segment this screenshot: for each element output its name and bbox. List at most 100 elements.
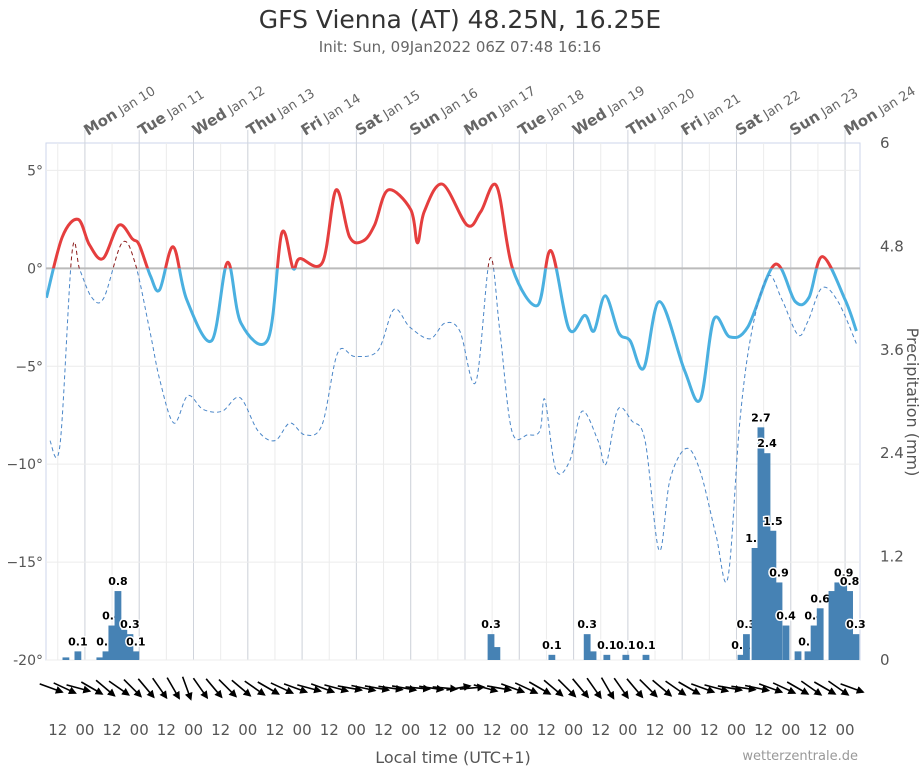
precip-label: 0.8	[840, 575, 860, 588]
x-axis-label: Local time (UTC+1)	[375, 748, 531, 767]
precip-bar	[487, 634, 495, 660]
precip-label: 1.5	[763, 515, 783, 528]
wind-arrow	[123, 678, 143, 698]
wind-arrow	[192, 677, 209, 700]
precip-bar	[583, 634, 591, 660]
y2-tick-label: 0	[880, 651, 890, 669]
x-tick-label: 12	[320, 721, 339, 739]
x-tick-label: 12	[428, 721, 447, 739]
wind-arrow	[678, 681, 701, 695]
precip-label: 0.8	[108, 575, 128, 588]
wind-arrow	[543, 679, 564, 697]
precip-bar	[769, 530, 777, 660]
x-tick-label: 12	[157, 721, 176, 739]
precip-bar	[74, 651, 82, 660]
wind-arrow	[95, 679, 116, 697]
precip-bar	[126, 634, 134, 660]
wind-arrow	[283, 683, 309, 694]
wind-arrow	[500, 683, 526, 694]
precip-bar	[114, 591, 122, 660]
y2-tick-label: 3.6	[880, 341, 904, 359]
wind-arrow	[53, 682, 77, 694]
wind-arrow	[270, 682, 295, 694]
y2-axis-label: Precipitation (mm)	[903, 328, 921, 477]
weekday: Tue	[515, 109, 550, 140]
x-tick-label: 00	[347, 721, 366, 739]
precip-label: 0.9	[834, 566, 854, 579]
wind-arrow	[731, 684, 757, 693]
x-tick-label: 00	[130, 721, 149, 739]
wind-arrow	[181, 676, 193, 701]
temperature-line	[46, 268, 858, 403]
y-tick-label: −10°	[6, 457, 43, 473]
x-tick-label: 12	[48, 721, 67, 739]
wind-arrow	[514, 682, 539, 694]
x-tick-label: 12	[374, 721, 393, 739]
precip-label: 0.1	[68, 635, 88, 648]
precip-bar	[757, 427, 765, 660]
wind-arrow	[324, 684, 350, 694]
precip-bar	[102, 651, 110, 660]
y-tick-label: 5°	[27, 163, 43, 179]
precip-bar	[548, 654, 556, 660]
wind-arrow	[704, 684, 730, 694]
wind-arrow	[600, 677, 615, 700]
wind-arrow	[572, 678, 590, 699]
precip-bar	[763, 453, 771, 660]
precip-bar	[642, 654, 650, 660]
precip-label: 0.4	[776, 610, 796, 623]
weekday: Wed	[189, 105, 230, 140]
wind-arrow	[758, 683, 784, 694]
wind-arrow	[257, 681, 280, 695]
wind-arrow	[586, 677, 602, 700]
wind-arrow	[813, 681, 837, 695]
x-tick-label: 12	[265, 721, 284, 739]
x-tick-label: 12	[211, 721, 230, 739]
precip-bar	[794, 651, 802, 660]
chart-title: GFS Vienna (AT) 48.25N, 16.25E	[259, 5, 661, 34]
wind-arrow	[665, 680, 687, 696]
x-tick-label: 00	[727, 721, 746, 739]
x-tick-label: 00	[238, 721, 257, 739]
wind-arrow	[66, 684, 92, 694]
wind-arrow	[744, 684, 771, 694]
precip-bar	[804, 651, 812, 660]
temperature-line	[51, 182, 834, 269]
wind-arrow	[310, 683, 336, 694]
x-tick-label: 12	[645, 721, 664, 739]
x-tick-label: 00	[401, 721, 420, 739]
x-tick-label: 00	[836, 721, 855, 739]
weekday: Mon	[80, 105, 120, 139]
wind-arrow	[405, 684, 432, 693]
wind-arrow	[166, 677, 180, 700]
precip-bar	[782, 625, 790, 660]
x-tick-label: 12	[591, 721, 610, 739]
precip-bar	[96, 657, 104, 660]
wind-arrow	[840, 683, 865, 694]
wind-arrow	[231, 679, 252, 697]
weekday: Sat	[352, 109, 385, 139]
wind-arrow	[152, 677, 168, 700]
precip-bar	[132, 651, 140, 660]
weekday: Thu	[623, 107, 659, 139]
x-tick-label: 00	[510, 721, 529, 739]
weekday: Mon	[841, 105, 881, 139]
precip-bar	[834, 582, 842, 660]
credit: wetterzentrale.de	[742, 749, 858, 764]
wind-arrow	[351, 684, 377, 694]
wind-arrow	[244, 680, 266, 696]
precip-bar	[622, 654, 630, 660]
wind-arrow	[218, 678, 238, 698]
y2-tick-label: 2.4	[880, 444, 904, 462]
x-tick-label: 12	[483, 721, 502, 739]
y2-tick-label: 1.2	[880, 548, 904, 566]
weekday: Wed	[569, 105, 610, 140]
precip-bar	[493, 647, 501, 660]
x-tick-label: 00	[75, 721, 94, 739]
precip-bar	[775, 582, 783, 660]
precip-bar	[840, 582, 848, 660]
y-tick-label: −15°	[6, 555, 43, 571]
wind-arrow	[446, 683, 472, 691]
precip-label: 0.9	[769, 566, 789, 579]
